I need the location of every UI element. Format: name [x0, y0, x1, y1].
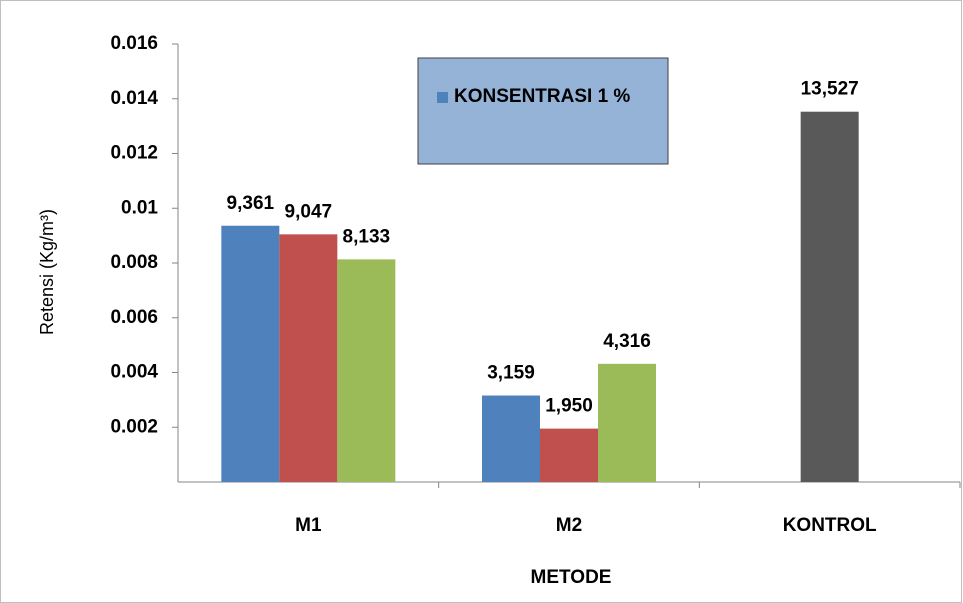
bar [221, 225, 280, 483]
y-tick-label: 0.004 [110, 362, 158, 383]
bar [279, 234, 338, 482]
bar [540, 428, 598, 482]
x-tick-label: KONTROL [783, 515, 877, 536]
data-label: 3,159 [487, 363, 535, 384]
legend-box [417, 57, 669, 165]
legend-item: KONSENTRASI 1 % [454, 86, 631, 107]
data-label: 4,316 [603, 331, 651, 352]
bar [800, 111, 859, 483]
bar [482, 395, 540, 482]
data-label: 13,527 [801, 79, 859, 100]
bar [337, 259, 396, 482]
data-label: 1,950 [545, 396, 593, 417]
x-axis-label: METODE [531, 567, 612, 588]
data-label: 9,361 [227, 193, 275, 214]
legend-swatch [437, 92, 448, 103]
x-tick-label: M2 [556, 515, 582, 536]
y-tick-label: 0.008 [110, 252, 158, 273]
y-tick-label: 0.002 [110, 416, 158, 437]
y-axis-label: Retensi (Kg/m³) [37, 209, 57, 335]
data-label: 8,133 [343, 226, 391, 247]
y-tick-label: 0.01 [121, 197, 158, 218]
y-tick-label: 0.016 [110, 33, 158, 54]
data-label: 9,047 [285, 201, 333, 222]
bar [598, 363, 656, 482]
y-tick-label: 0.014 [110, 88, 158, 109]
y-tick-label: 0.012 [110, 143, 158, 164]
x-tick-label: M1 [295, 515, 322, 536]
legend-label: KONSENTRASI 1 % [454, 86, 631, 107]
y-tick-label: 0.006 [110, 307, 158, 328]
